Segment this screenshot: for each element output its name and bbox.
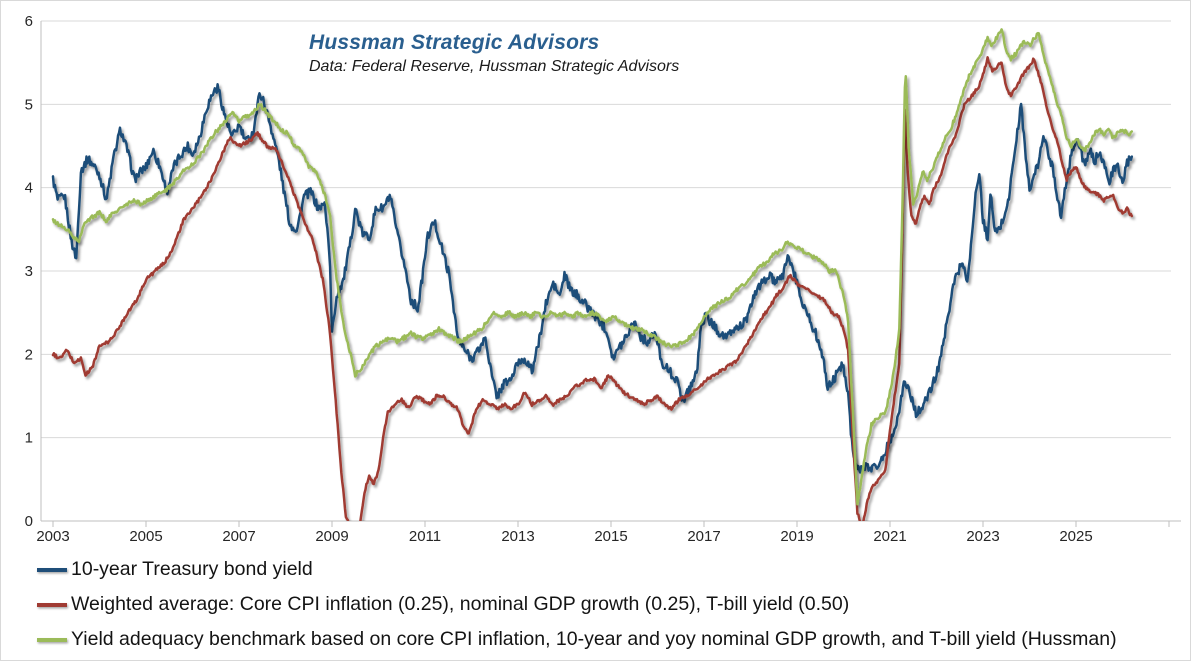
- svg-text:0: 0: [25, 513, 33, 530]
- legend-item-weighted-average: Weighted average: Core CPI inflation (0.…: [37, 587, 1117, 622]
- legend-item-treasury-yield: 10-year Treasury bond yield: [37, 552, 1117, 587]
- svg-text:2007: 2007: [222, 528, 255, 545]
- svg-text:5: 5: [25, 96, 33, 113]
- svg-text:2023: 2023: [966, 528, 999, 545]
- svg-text:2009: 2009: [315, 528, 348, 545]
- svg-text:2: 2: [25, 346, 33, 363]
- svg-text:2017: 2017: [687, 528, 720, 545]
- svg-text:2015: 2015: [594, 528, 627, 545]
- svg-text:2005: 2005: [129, 528, 162, 545]
- legend-label-weighted-average: Weighted average: Core CPI inflation (0.…: [71, 593, 850, 615]
- legend-label-yield-adequacy-benchmark: Yield adequacy benchmark based on core C…: [71, 628, 1117, 650]
- svg-text:2011: 2011: [409, 528, 441, 545]
- svg-text:2003: 2003: [36, 528, 69, 545]
- legend-item-yield-adequacy-benchmark: Yield adequacy benchmark based on core C…: [37, 622, 1117, 657]
- legend-label-treasury-yield: 10-year Treasury bond yield: [71, 558, 313, 580]
- svg-text:6: 6: [25, 13, 33, 30]
- svg-text:1: 1: [25, 430, 33, 447]
- legend-swatch-weighted-average: [37, 602, 67, 607]
- legend: 10-year Treasury bond yield Weighted ave…: [37, 552, 1117, 657]
- legend-swatch-treasury-yield: [37, 567, 67, 572]
- svg-text:2019: 2019: [780, 528, 813, 545]
- svg-text:4: 4: [25, 180, 33, 197]
- svg-text:2025: 2025: [1059, 528, 1092, 545]
- svg-text:3: 3: [25, 263, 33, 280]
- legend-swatch-yield-adequacy-benchmark: [37, 637, 67, 642]
- chart-canvas: 0 1 2 3 4 5 6 2003 2005 2007 2009 2011 2013 2015 2017 2…: [25, 13, 1181, 545]
- svg-text:2021: 2021: [873, 528, 906, 545]
- svg-text:2013: 2013: [501, 528, 534, 545]
